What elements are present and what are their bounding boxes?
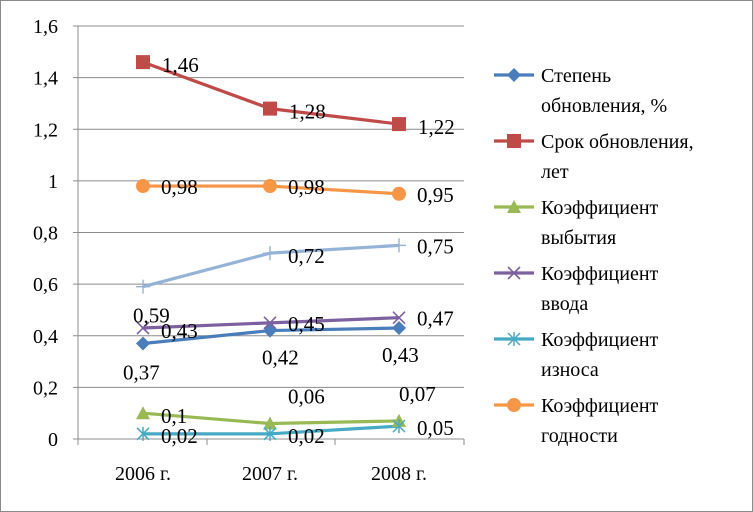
data-label: 0,98 bbox=[288, 175, 325, 199]
data-labels: 0,370,42 0,431,461,281,220,10,06 0,070,43 0… bbox=[123, 53, 455, 448]
data-point-marker bbox=[263, 101, 277, 116]
data-label: 0,37 bbox=[123, 360, 160, 384]
data-point-marker bbox=[507, 134, 521, 148]
data-point-marker bbox=[136, 279, 150, 294]
y-tick-label: 0,2 bbox=[33, 377, 58, 399]
legend-label: Коэффициент bbox=[541, 395, 659, 417]
marker-stroke bbox=[263, 316, 277, 330]
data-label: 0,43 bbox=[382, 343, 419, 367]
data-label: 0,75 bbox=[417, 234, 454, 258]
data-label: 0,43 bbox=[161, 319, 198, 343]
data-point-marker bbox=[136, 321, 150, 335]
series-markers bbox=[136, 55, 406, 441]
data-label: 1,22 bbox=[418, 115, 455, 139]
data-point-marker bbox=[392, 419, 406, 434]
data-label: 0,98 bbox=[161, 175, 198, 199]
legend-label: Коэффициент bbox=[541, 329, 659, 351]
data-label: 0,72 bbox=[288, 244, 325, 268]
data-point-marker bbox=[136, 55, 150, 70]
data-label: 0,95 bbox=[417, 183, 454, 207]
data-label: 0,07 bbox=[399, 382, 436, 406]
legend-item: Срок обновления, лет bbox=[494, 131, 694, 183]
data-label: 0,1 bbox=[161, 404, 187, 428]
y-tick-label: 1,6 bbox=[33, 16, 58, 38]
data-point-marker bbox=[392, 321, 406, 336]
data-point-marker bbox=[263, 416, 277, 430]
legend-label: Коэффициент bbox=[541, 263, 659, 285]
legend-label: Срок обновления, bbox=[541, 131, 694, 153]
legend-label: износа bbox=[541, 359, 599, 381]
data-label: 0,06 bbox=[288, 385, 325, 409]
data-point-marker bbox=[263, 179, 277, 194]
data-point-marker bbox=[507, 266, 521, 280]
legend-item: Коэффициент износа bbox=[494, 329, 659, 381]
y-tick-label: 1,4 bbox=[33, 68, 58, 90]
data-label: 0,02 bbox=[288, 424, 325, 448]
data-point-marker bbox=[263, 316, 277, 330]
y-tick-label: 0 bbox=[48, 429, 58, 451]
legend-label: Коэффициент bbox=[541, 197, 659, 219]
legend-label: выбытия bbox=[541, 227, 616, 249]
data-point-marker bbox=[507, 200, 521, 213]
data-label: 1,46 bbox=[162, 53, 199, 77]
y-tick-label: 0,4 bbox=[33, 326, 58, 348]
data-point-marker bbox=[392, 311, 406, 325]
data-point-marker bbox=[263, 246, 277, 261]
data-point-marker bbox=[392, 186, 406, 201]
data-point-marker bbox=[136, 426, 150, 441]
legend-label: ввода bbox=[541, 293, 588, 315]
legend-item: Коэффициент выбытия bbox=[494, 197, 659, 249]
legend-item: Коэффициент годности bbox=[494, 395, 659, 447]
data-point-marker bbox=[507, 68, 521, 82]
y-tick-label: 0,8 bbox=[33, 223, 58, 245]
data-label: 0,42 bbox=[262, 346, 299, 370]
y-tick-label: 1,2 bbox=[33, 119, 58, 141]
y-tick-label: 1 bbox=[48, 171, 58, 193]
legend-item: Степень обновления, % bbox=[494, 65, 667, 117]
data-point-marker bbox=[263, 426, 277, 441]
data-point-marker bbox=[507, 398, 521, 412]
marker-stroke bbox=[136, 321, 150, 335]
data-label: 0,59 bbox=[133, 304, 170, 328]
legend-label: лет bbox=[541, 161, 569, 183]
marker-stroke bbox=[507, 266, 521, 280]
y-tick-label: 0,6 bbox=[33, 274, 58, 296]
x-tick-label: 2008 г. bbox=[371, 463, 427, 485]
series-lines bbox=[142, 60, 400, 436]
data-point-marker bbox=[136, 179, 150, 194]
data-point-marker bbox=[136, 406, 150, 420]
data-label: 0,05 bbox=[417, 416, 454, 440]
marker-stroke bbox=[392, 311, 406, 325]
legend-item: Коэффициент ввода bbox=[494, 263, 659, 315]
data-point-marker bbox=[136, 336, 150, 351]
data-label: 1,28 bbox=[289, 100, 326, 124]
data-point-marker bbox=[392, 117, 406, 132]
data-label: 0,47 bbox=[417, 307, 454, 331]
legend-label: Степень bbox=[541, 65, 611, 87]
data-point-marker bbox=[507, 332, 521, 346]
axes: 0 0,2 0,4 0,6 0,8 1 1,2 1,4 1,6 2006 г. 2007 г. 200… bbox=[33, 16, 465, 485]
legend: Степень обновления, % Срок обновления, лет К… bbox=[494, 65, 694, 447]
legend-label: обновления, % bbox=[541, 95, 667, 117]
legend-label: годности bbox=[541, 425, 618, 447]
x-tick-label: 2006 г. bbox=[115, 463, 171, 485]
series-line bbox=[142, 243, 400, 289]
data-label: 0,45 bbox=[288, 312, 325, 336]
data-point-marker bbox=[392, 238, 406, 253]
x-tick-label: 2007 г. bbox=[242, 463, 298, 485]
data-label: 0,02 bbox=[161, 424, 198, 448]
